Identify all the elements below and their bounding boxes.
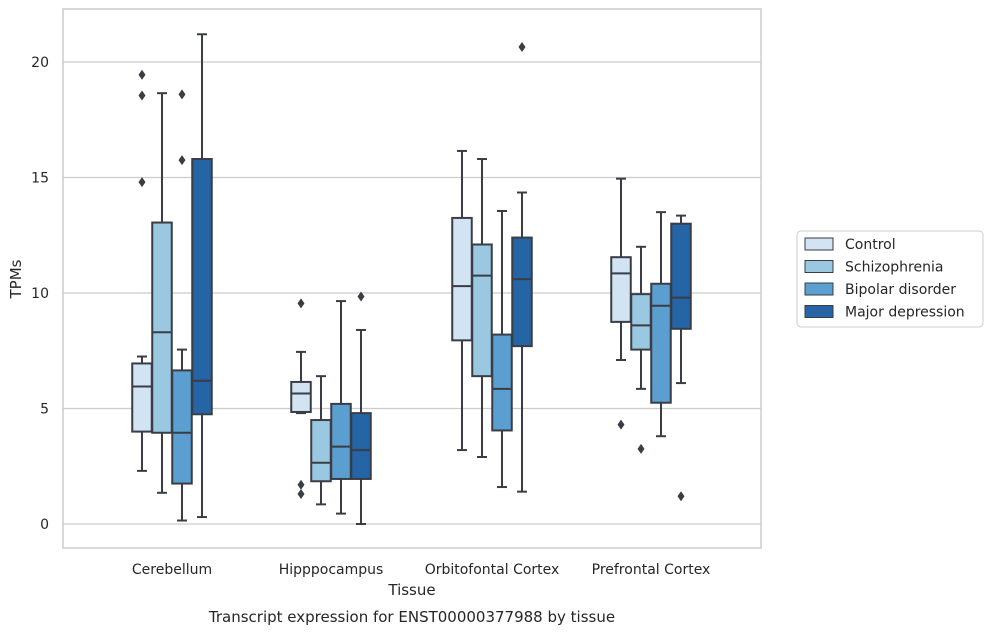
- legend-label: Major depression: [845, 305, 965, 321]
- outlier-point: [518, 41, 526, 52]
- legend-frame: [796, 230, 984, 328]
- y-axis-title: TPMs: [7, 259, 25, 299]
- outlier-point: [138, 177, 146, 188]
- legend-label: Bipolar disorder: [845, 282, 956, 298]
- legend-swatch: [804, 282, 834, 296]
- outlier-point: [297, 479, 305, 490]
- legend-label: Schizophrenia: [845, 260, 943, 276]
- x-axis-ticks: Cerebellum Hipppocampus Orbitofontal Corte…: [132, 562, 710, 578]
- box-major-depression: [191, 33, 213, 519]
- box-schizophrenia: [151, 92, 173, 494]
- y-tick-label: 0: [40, 517, 49, 533]
- outlier-point: [138, 69, 146, 80]
- x-tick-label: Orbitofontal Cortex: [425, 562, 560, 578]
- chart-caption: Transcript expression for ENST0000037798…: [208, 608, 615, 626]
- y-tick-label: 10: [31, 286, 49, 302]
- box-bipolar-disorder: [330, 300, 352, 515]
- box-major-depression: [511, 41, 533, 493]
- box-major-depression: [350, 291, 372, 525]
- y-tick-label: 5: [40, 402, 49, 418]
- box-iqr: [330, 402, 352, 480]
- x-axis-title: Tissue: [387, 581, 435, 599]
- box-bipolar-disorder: [491, 209, 513, 489]
- outlier-point: [297, 488, 305, 499]
- box-iqr: [350, 412, 372, 480]
- box-iqr: [191, 158, 213, 416]
- y-axis-ticks: 0 5 10 15 20: [31, 55, 49, 533]
- box-schizophrenia: [310, 375, 332, 506]
- box-bipolar-disorder: [171, 89, 193, 522]
- legend-swatch: [804, 260, 834, 273]
- outlier-point: [178, 155, 186, 166]
- legend-label: Control: [845, 237, 896, 253]
- legend-swatch: [804, 237, 834, 251]
- box-iqr: [310, 419, 332, 483]
- box-bipolar-disorder: [650, 211, 672, 438]
- box-control: [131, 69, 153, 472]
- outlier-point: [138, 90, 146, 101]
- x-tick-label: Prefrontal Cortex: [592, 562, 711, 578]
- y-tick-label: 20: [31, 55, 49, 71]
- box-control: [290, 298, 312, 499]
- x-tick-label: Cerebellum: [132, 562, 212, 578]
- outlier-point: [677, 491, 685, 502]
- box-control: [451, 149, 473, 452]
- box-schizophrenia: [630, 245, 652, 454]
- outlier-point: [297, 298, 305, 309]
- x-tick-label: Hipppocampus: [279, 562, 384, 578]
- box-iqr: [491, 333, 513, 432]
- box-iqr: [630, 293, 652, 351]
- box-control: [610, 177, 632, 430]
- box-iqr: [151, 221, 173, 434]
- outlier-point: [637, 443, 645, 454]
- box-series: [131, 33, 692, 525]
- plot-area: [62, 8, 762, 549]
- legend: Control Schizophrenia Bipolar disorder Majo…: [796, 230, 984, 328]
- legend-swatch: [804, 305, 834, 318]
- box-iqr: [670, 222, 692, 330]
- outlier-point: [617, 419, 625, 430]
- box-major-depression: [670, 214, 692, 502]
- box-schizophrenia: [471, 158, 493, 459]
- box-iqr: [650, 282, 672, 404]
- box-iqr: [451, 216, 473, 342]
- box-iqr: [511, 236, 533, 348]
- outlier-point: [357, 291, 365, 302]
- box-iqr: [471, 243, 493, 378]
- box-iqr: [610, 256, 632, 323]
- box-iqr: [171, 369, 193, 485]
- outlier-point: [178, 89, 186, 100]
- y-tick-label: 15: [31, 171, 49, 187]
- box-iqr: [290, 380, 312, 413]
- box-iqr: [131, 362, 153, 433]
